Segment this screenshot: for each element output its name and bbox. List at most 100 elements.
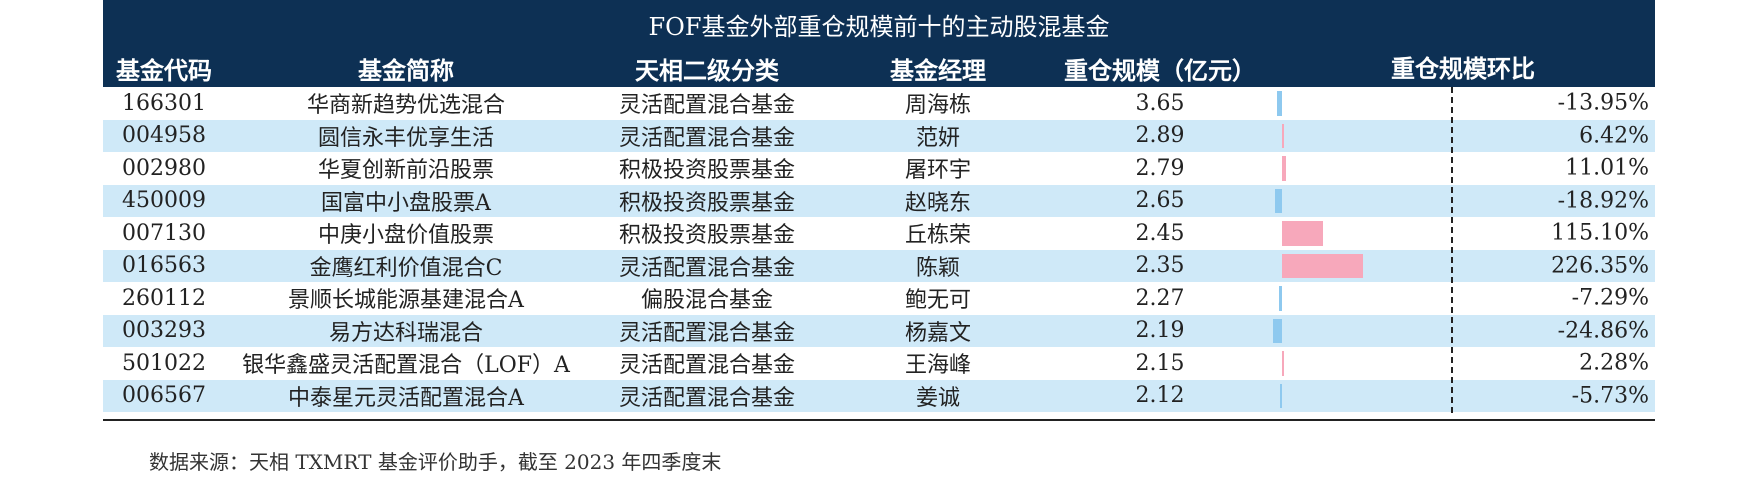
fund-code: 004958 (122, 123, 206, 149)
source-note: 数据来源：天相 TXMRT 基金评价助手，截至 2023 年四季度末 (149, 450, 722, 474)
holding-scale: 2.19 (1135, 318, 1185, 344)
change-cell: -13.95% (1271, 87, 1655, 120)
holding-scale: 2.35 (1135, 253, 1185, 279)
fund-code: 260112 (122, 285, 206, 311)
change-value: -24.86% (1557, 318, 1649, 344)
table-row: 004958 圆信永丰优享生活 灵活配置混合基金 范妍 2.89 6.42% (103, 119, 1655, 153)
change-cell: 6.42% (1271, 120, 1655, 153)
holding-scale: 2.12 (1135, 383, 1185, 409)
fund-code: 166301 (122, 90, 206, 116)
change-bar (1282, 123, 1285, 148)
table-row: 450009 国富中小盘股票A 积极投资股票基金 赵晓东 2.65 -18.92% (103, 184, 1655, 218)
table-header-row: 基金代码 基金简称 天相二级分类 基金经理 重仓规模（亿元） 重仓规模环比 (103, 49, 1655, 87)
header-scale: 重仓规模（亿元） (1064, 55, 1256, 85)
zero-axis-line (1451, 87, 1453, 413)
fund-name: 易方达科瑞混合 (328, 320, 483, 346)
change-bar (1273, 318, 1282, 343)
change-bar (1282, 221, 1324, 246)
fund-manager: 范妍 (915, 125, 960, 151)
table-body: 166301 华商新趋势优选混合 灵活配置混合基金 周海栋 3.65 -13.95% 004… (103, 87, 1655, 412)
change-bar (1282, 156, 1286, 181)
fund-manager: 王海峰 (904, 353, 971, 379)
fund-manager: 丘栋荣 (904, 223, 971, 249)
change-cell: -18.92% (1271, 185, 1655, 218)
fund-table: FOF基金外部重仓规模前十的主动股混基金 基金代码 基金简称 天相二级分类 基金… (103, 0, 1655, 412)
table-row: 003293 易方达科瑞混合 灵活配置混合基金 杨嘉文 2.19 -24.86% (103, 314, 1655, 348)
fund-name: 国富中小盘股票A (321, 190, 491, 216)
fund-code: 003293 (122, 318, 206, 344)
change-cell: 226.35% (1271, 250, 1655, 283)
table-row: 007130 中庚小盘价值股票 积极投资股票基金 丘栋荣 2.45 115.10% (103, 217, 1655, 250)
header-manager: 基金经理 (890, 55, 986, 85)
fund-code: 501022 (122, 350, 206, 376)
fund-name: 中庚小盘价值股票 (317, 223, 494, 249)
change-cell: -5.73% (1271, 380, 1655, 413)
fund-category: 偏股混合基金 (640, 288, 773, 314)
fund-manager: 赵晓东 (904, 190, 971, 216)
table-title: FOF基金外部重仓规模前十的主动股混基金 (103, 0, 1655, 49)
change-value: -5.73% (1571, 383, 1649, 409)
fund-manager: 鲍无可 (904, 288, 971, 314)
fund-category: 积极投资股票基金 (618, 223, 795, 249)
change-value: -18.92% (1557, 188, 1649, 214)
table-row: 016563 金鹰红利价值混合C 灵活配置混合基金 陈颖 2.35 226.35% (103, 249, 1655, 283)
holding-scale: 3.65 (1135, 90, 1185, 116)
change-cell: 115.10% (1271, 217, 1655, 250)
fund-manager: 周海栋 (904, 93, 971, 119)
header-category: 天相二级分类 (635, 55, 779, 85)
fund-name: 金鹰红利价值混合C (309, 255, 503, 281)
fund-category: 灵活配置混合基金 (618, 255, 795, 281)
fund-code: 016563 (122, 253, 206, 279)
change-bar (1275, 188, 1282, 213)
holding-scale: 2.89 (1135, 123, 1185, 149)
fund-manager: 陈颖 (915, 255, 960, 281)
fund-code: 450009 (122, 188, 206, 214)
fund-category: 灵活配置混合基金 (618, 125, 795, 151)
table-row: 002980 华夏创新前沿股票 积极投资股票基金 屠环宇 2.79 11.01% (103, 152, 1655, 185)
table-row: 501022 银华鑫盛灵活配置混合（LOF）A 灵活配置混合基金 王海峰 2.15 2.2… (103, 347, 1655, 380)
header-name: 基金简称 (358, 55, 454, 85)
fund-category: 灵活配置混合基金 (618, 385, 795, 411)
fund-name: 景顺长城能源基建混合A (288, 288, 524, 314)
fund-category: 积极投资股票基金 (618, 158, 795, 184)
fund-name: 圆信永丰优享生活 (317, 125, 494, 151)
change-cell: -7.29% (1271, 282, 1655, 315)
fund-name: 华夏创新前沿股票 (317, 158, 494, 184)
holding-scale: 2.79 (1135, 155, 1185, 181)
change-bar (1282, 351, 1284, 376)
fund-code: 002980 (122, 155, 206, 181)
change-bar (1282, 253, 1364, 278)
change-bar (1276, 91, 1282, 116)
fund-category: 积极投资股票基金 (618, 190, 795, 216)
fund-category: 灵活配置混合基金 (618, 320, 795, 346)
table-row: 166301 华商新趋势优选混合 灵活配置混合基金 周海栋 3.65 -13.95% (103, 87, 1655, 120)
fund-category: 灵活配置混合基金 (618, 93, 795, 119)
change-cell: 11.01% (1271, 152, 1655, 185)
change-value: -7.29% (1571, 285, 1649, 311)
fund-name: 中泰星元灵活配置混合A (288, 385, 524, 411)
holding-scale: 2.27 (1135, 285, 1185, 311)
fund-manager: 屠环宇 (904, 158, 971, 184)
fund-category: 灵活配置混合基金 (618, 353, 795, 379)
fund-manager: 杨嘉文 (904, 320, 971, 346)
change-cell: 2.28% (1271, 347, 1655, 380)
change-value: 115.10% (1551, 220, 1649, 246)
change-value: 2.28% (1579, 350, 1649, 376)
change-bar (1279, 286, 1282, 311)
header-change: 重仓规模环比 (1391, 54, 1535, 83)
change-value: 226.35% (1551, 253, 1649, 279)
table-bottom-rule (103, 419, 1655, 421)
change-value: 6.42% (1579, 123, 1649, 149)
table-row: 006567 中泰星元灵活配置混合A 灵活配置混合基金 姜诚 2.12 -5.73% (103, 379, 1655, 413)
change-value: 11.01% (1565, 155, 1649, 181)
holding-scale: 2.15 (1135, 350, 1185, 376)
change-cell: -24.86% (1271, 315, 1655, 348)
header-code: 基金代码 (116, 55, 212, 85)
change-bar (1279, 383, 1282, 408)
fund-name: 华商新趋势优选混合 (306, 93, 505, 119)
change-value: -13.95% (1557, 90, 1649, 116)
fund-name: 银华鑫盛灵活配置混合（LOF）A (242, 353, 570, 379)
fund-manager: 姜诚 (915, 385, 960, 411)
holding-scale: 2.45 (1135, 220, 1185, 246)
fund-code: 007130 (122, 220, 206, 246)
